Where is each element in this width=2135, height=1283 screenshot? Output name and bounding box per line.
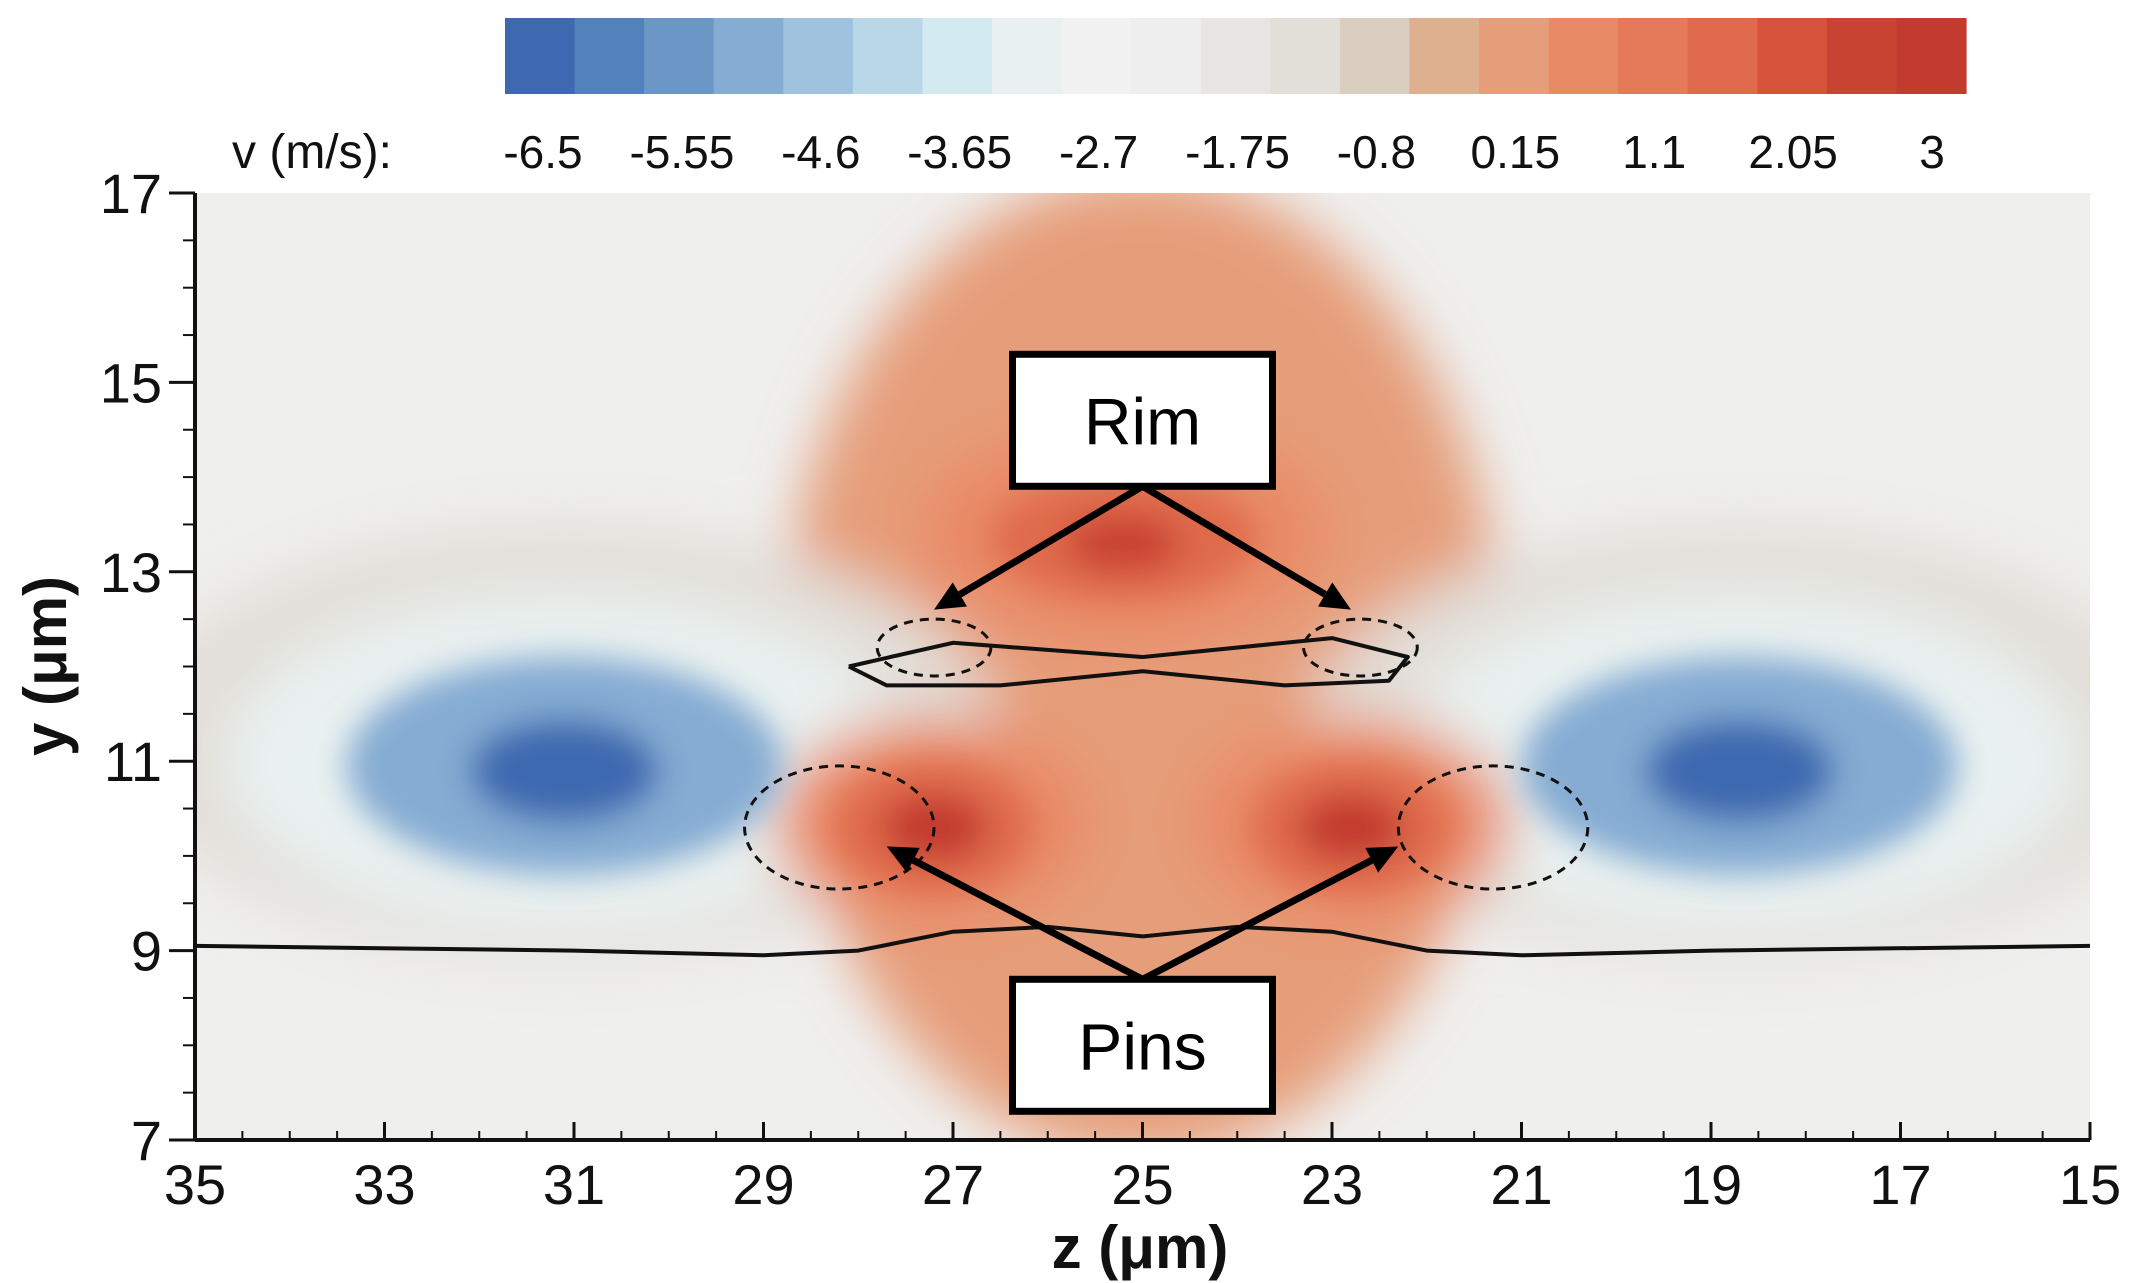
colorbar-swatch: [1618, 18, 1689, 94]
x-axis-ticks: 35 33 31 29 27 25 23 21 19 17 15: [164, 1122, 2121, 1216]
x-tick-label: 35: [164, 1153, 226, 1216]
y-tick-label: 13: [100, 541, 162, 604]
colorbar-tick-label: 0.15: [1471, 126, 1561, 178]
colorbar-swatch: [713, 18, 784, 94]
colorbar-swatch: [1896, 18, 1967, 94]
pins-vortex-marker: [743, 764, 936, 891]
colorbar-swatch: [644, 18, 715, 94]
vortex-markers: [743, 617, 1590, 891]
x-tick-label: 19: [1680, 1153, 1742, 1216]
colorbar-tick-label: -1.75: [1185, 126, 1290, 178]
colorbar-swatch: [574, 18, 645, 94]
colorbar-swatch: [922, 18, 993, 94]
colorbar-tick-label: -6.5: [503, 126, 582, 178]
pins-arrow: [911, 857, 1145, 983]
colorbar-swatch: [1687, 18, 1758, 94]
y-tick-label: 15: [100, 351, 162, 414]
colorbar: [505, 18, 1967, 94]
rim-arrow: [958, 483, 1145, 598]
colorbar-swatch: [1200, 18, 1271, 94]
rim-label-box: [1009, 350, 1276, 490]
pins-vortex-marker: [1396, 764, 1590, 891]
x-tick-label: 23: [1301, 1153, 1363, 1216]
lower-interface-line: [195, 924, 2090, 958]
colorbar-tick-label: -4.6: [781, 126, 860, 178]
colorbar-swatch: [1061, 18, 1132, 94]
colorbar-tick-label: -0.8: [1337, 126, 1416, 178]
colorbar-swatch: [1270, 18, 1341, 94]
y-tick-label: 17: [100, 162, 162, 225]
y-axis-label: y (μm): [12, 576, 79, 756]
colorbar-tick-label: -3.65: [907, 126, 1012, 178]
pins-label-box: [1009, 975, 1276, 1115]
colorbar-tick-label: 3: [1919, 126, 1945, 178]
interface-lines: [195, 636, 2090, 958]
rim-arrowhead: [934, 582, 967, 610]
rim-label: Rim: [1084, 384, 1201, 458]
y-tick-label: 11: [104, 730, 162, 793]
pins-arrowhead: [1365, 846, 1399, 873]
colorbar-swatch: [505, 18, 576, 94]
colorbar-swatch: [1757, 18, 1828, 94]
colorbar-tick-label: 1.1: [1622, 126, 1686, 178]
x-tick-label: 33: [353, 1153, 415, 1216]
pins-arrowhead: [886, 846, 920, 873]
field-region-negative: [469, 718, 660, 823]
colorbar-tick-labels: -6.5 -5.55 -4.6 -3.65 -2.7 -1.75 -0.8 0.15 1.1 2.…: [503, 126, 1944, 178]
colorbar-tick-label: 2.05: [1748, 126, 1838, 178]
x-axis-label: z (μm): [1052, 1214, 1229, 1281]
colorbar-swatch: [1131, 18, 1202, 94]
droplet-line: [847, 636, 1410, 688]
field-region-negative: [1644, 718, 1835, 823]
rim-arrow: [1140, 483, 1327, 598]
colorbar-swatch: [1409, 18, 1480, 94]
field-region-positive: [1298, 794, 1404, 861]
rim-arrowhead: [1318, 582, 1351, 610]
x-tick-label: 29: [732, 1153, 794, 1216]
colorbar-swatch: [783, 18, 854, 94]
colorbar-swatch: [852, 18, 924, 94]
x-tick-label: 25: [1111, 1153, 1173, 1216]
colorbar-variable-label: v (m/s):: [232, 126, 392, 179]
colorbar-tick-label: -5.55: [629, 126, 734, 178]
colorbar-tick-label: -2.7: [1059, 126, 1138, 178]
x-tick-label: 21: [1490, 1153, 1552, 1216]
pins-arrow: [1140, 857, 1374, 983]
colorbar-swatch: [992, 18, 1063, 94]
y-tick-label: 7: [131, 1109, 162, 1172]
pins-label: Pins: [1078, 1009, 1206, 1083]
x-tick-label: 15: [2059, 1153, 2121, 1216]
rim-vortex-marker: [875, 617, 993, 678]
colorbar-swatch: [1339, 18, 1411, 94]
field-region-positive: [1066, 514, 1181, 572]
x-tick-label: 31: [543, 1153, 605, 1216]
y-axis-ticks: 7 9 11 13 15 17: [100, 162, 195, 1172]
velocity-field: [195, 193, 2090, 1140]
rim-vortex-marker: [1302, 617, 1419, 678]
colorbar-swatch: [1826, 18, 1898, 94]
x-tick-label: 27: [922, 1153, 984, 1216]
x-tick-label: 17: [1869, 1153, 1931, 1216]
y-tick-label: 9: [131, 920, 162, 983]
colorbar-swatch: [1548, 18, 1619, 94]
colorbar-swatch: [1479, 18, 1550, 94]
annotations: Rim Pins: [886, 350, 1399, 1115]
